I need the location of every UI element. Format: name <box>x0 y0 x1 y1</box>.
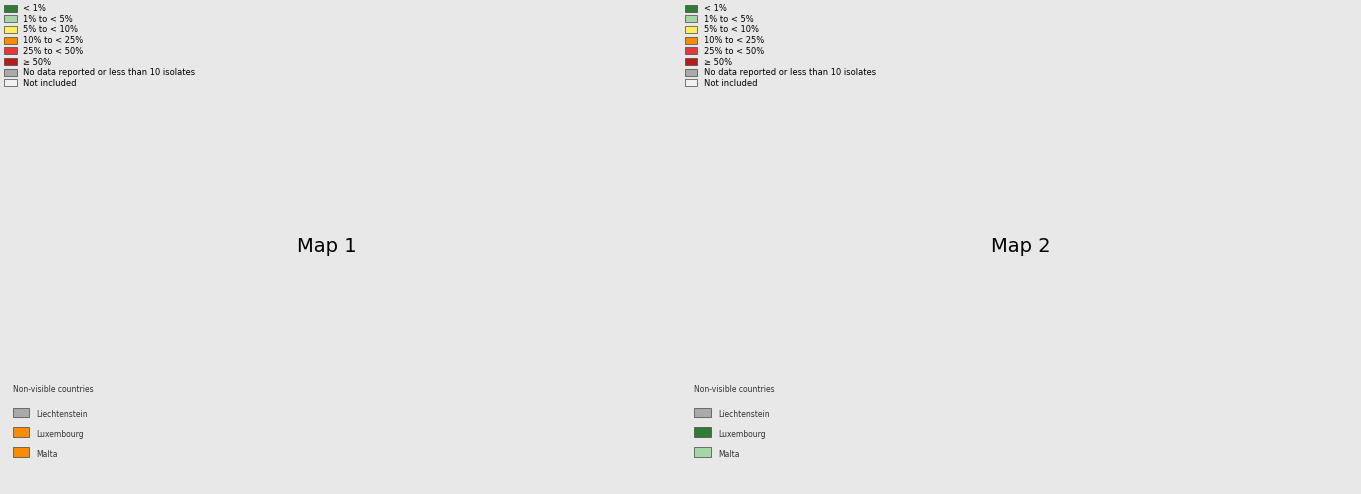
Legend: < 1%, 1% to < 5%, 5% to < 10%, 10% to < 25%, 25% to < 50%, ≥ 50%, No data report: < 1%, 1% to < 5%, 5% to < 10%, 10% to < … <box>4 4 196 88</box>
Bar <box>694 427 710 437</box>
Text: Luxembourg: Luxembourg <box>35 430 83 439</box>
Text: Map 1: Map 1 <box>297 238 357 256</box>
Legend: < 1%, 1% to < 5%, 5% to < 10%, 10% to < 25%, 25% to < 50%, ≥ 50%, No data report: < 1%, 1% to < 5%, 5% to < 10%, 10% to < … <box>685 4 876 88</box>
Bar <box>694 447 710 457</box>
Text: Non-visible countries: Non-visible countries <box>694 385 774 394</box>
Text: Malta: Malta <box>35 450 57 458</box>
Text: Malta: Malta <box>719 450 739 458</box>
Text: Luxembourg: Luxembourg <box>719 430 765 439</box>
Text: Liechtenstein: Liechtenstein <box>35 410 87 419</box>
Text: Non-visible countries: Non-visible countries <box>14 385 94 394</box>
Bar <box>14 427 30 437</box>
Bar <box>14 408 30 417</box>
Text: Map 2: Map 2 <box>991 238 1051 256</box>
Text: Liechtenstein: Liechtenstein <box>719 410 769 419</box>
Bar <box>694 408 710 417</box>
Bar <box>14 447 30 457</box>
